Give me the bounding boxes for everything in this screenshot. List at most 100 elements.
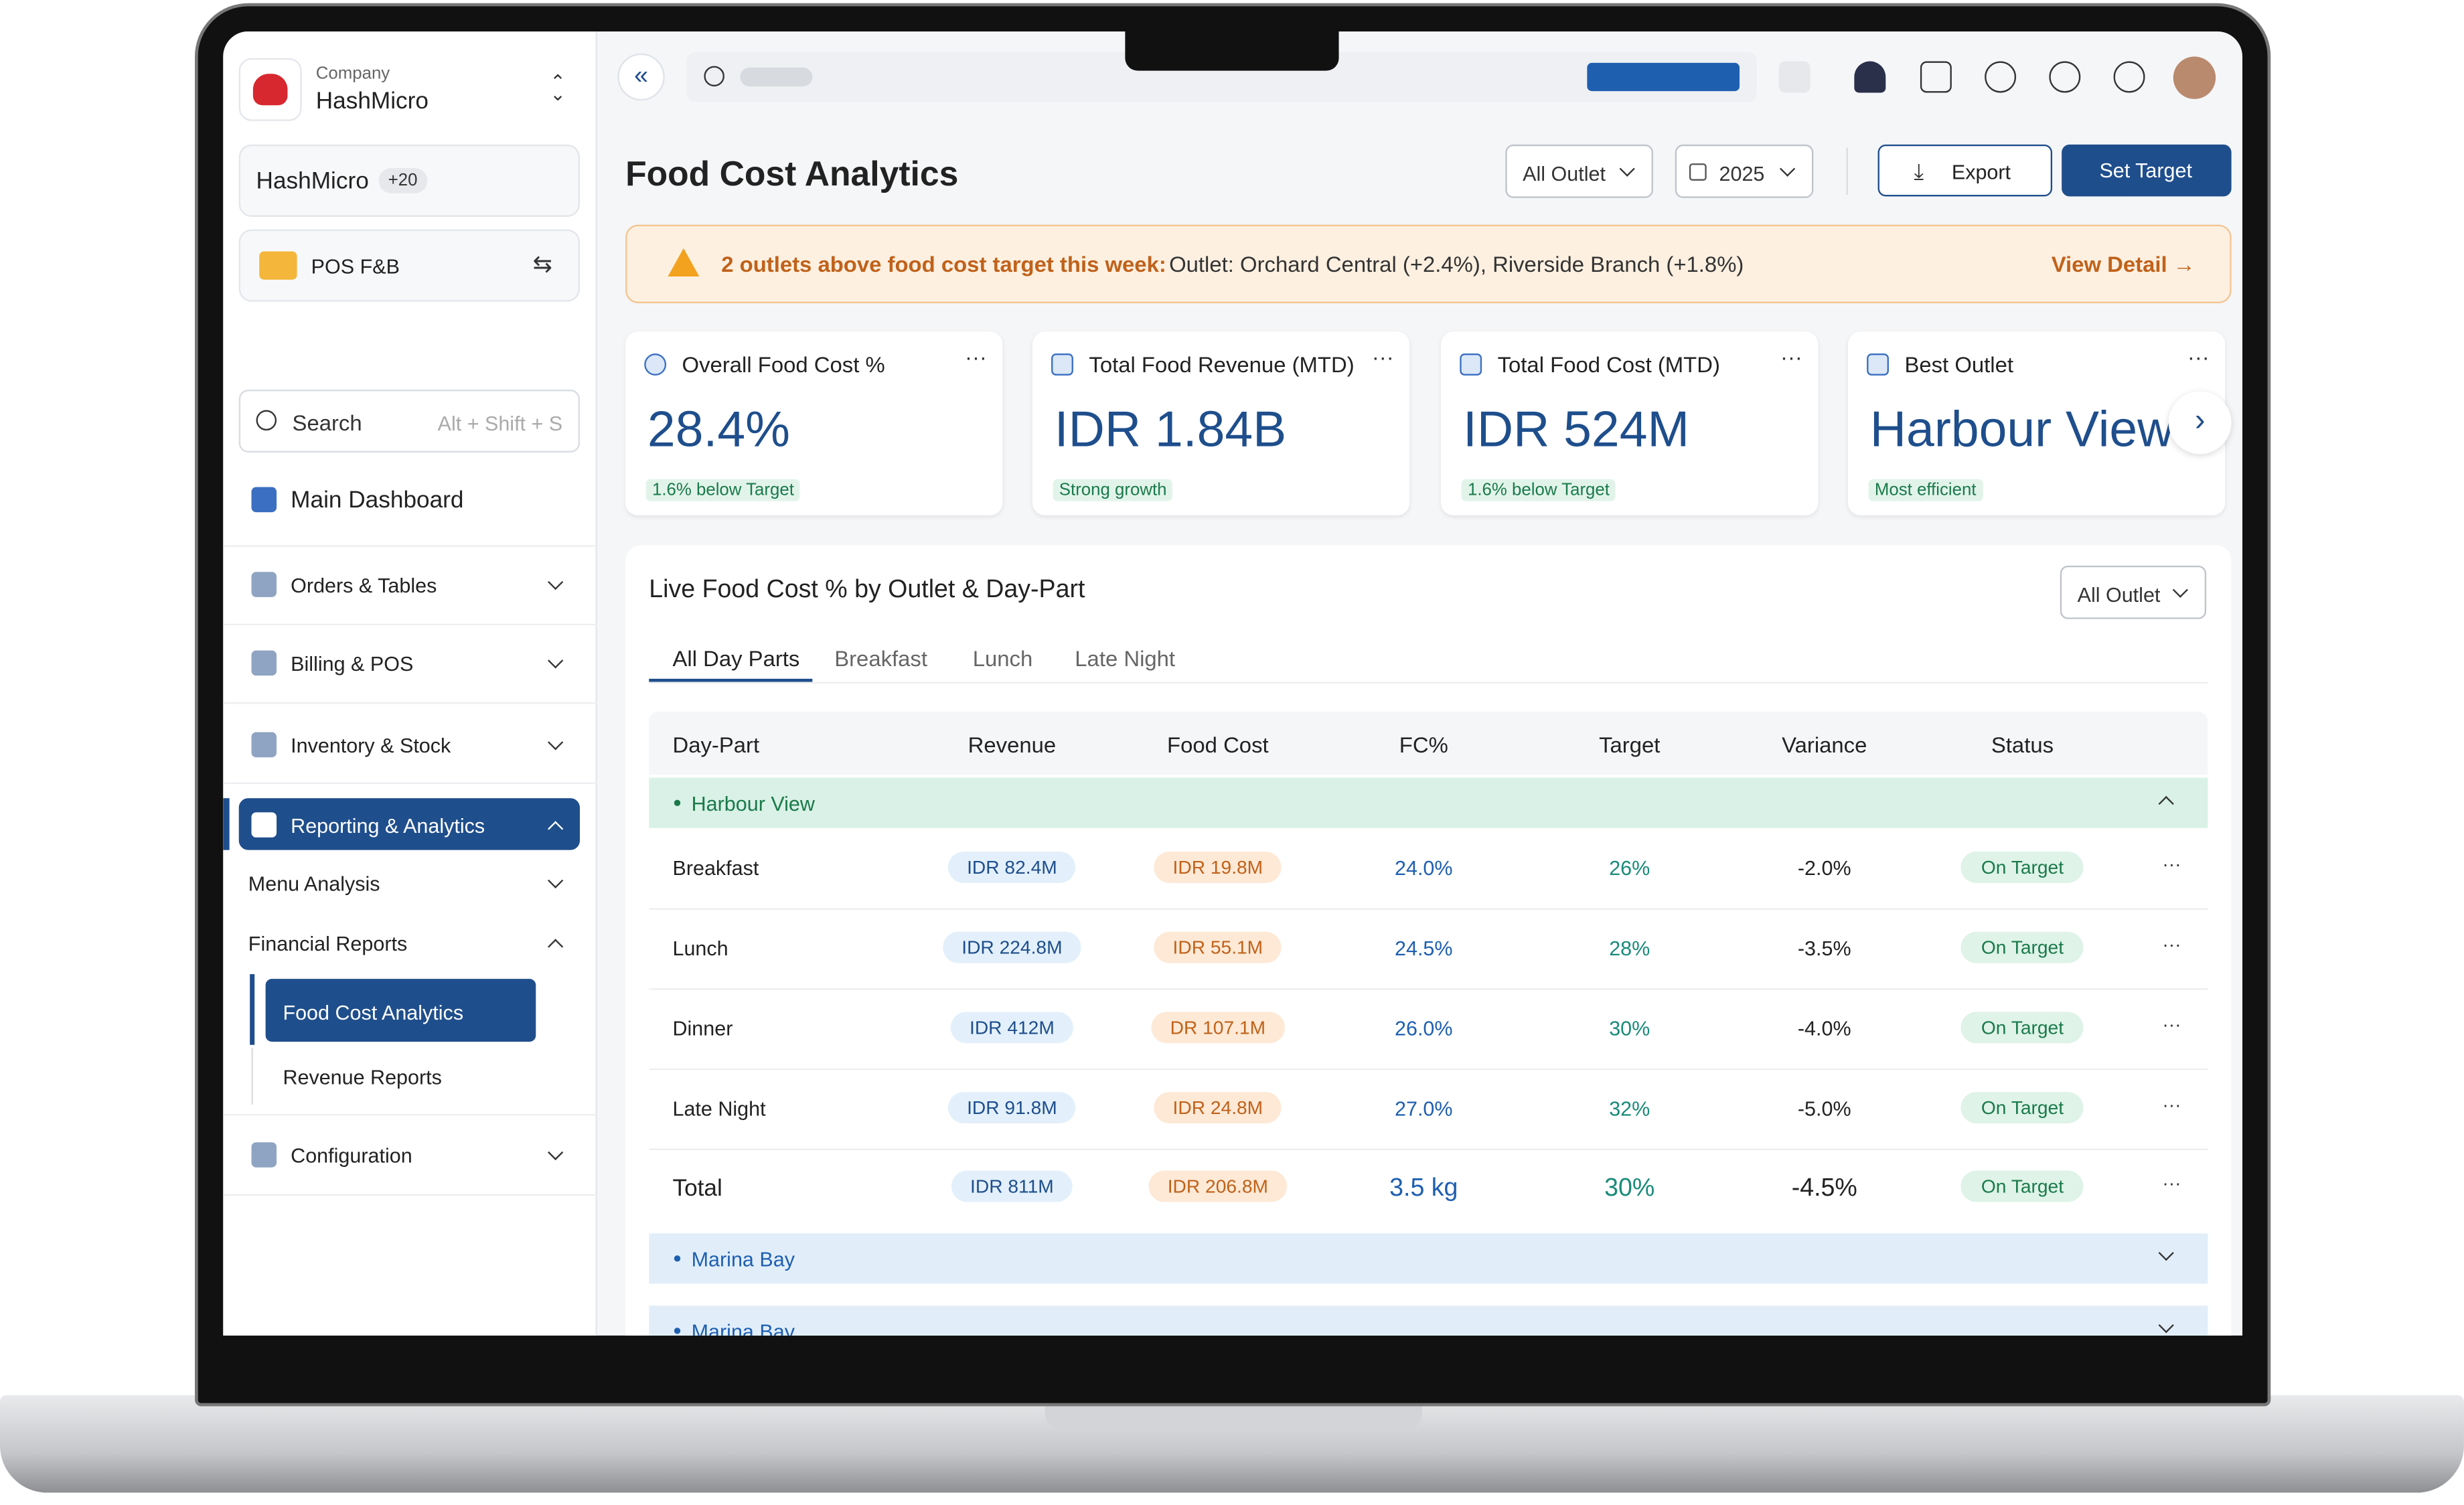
separator xyxy=(223,1113,597,1116)
menu-item[interactable]: Reporting & Analytics xyxy=(291,813,485,837)
laptop-notch-base xyxy=(1045,1403,1422,1432)
collapse-button[interactable]: « xyxy=(617,53,665,101)
kpi-card: Total Food Revenue (MTD) ··· IDR 1.84B Stro… xyxy=(1032,331,1410,516)
submenu-line xyxy=(251,1048,253,1105)
search-box[interactable]: Search Alt + Shift + S xyxy=(238,390,581,453)
cell: Total xyxy=(672,1175,722,1202)
alert-detail: Outlet: Orchard Central (+2.4%), Riversi… xyxy=(1169,251,1744,277)
cell: 32% xyxy=(1609,1097,1650,1121)
cell: 30% xyxy=(1609,1016,1650,1040)
avatar[interactable] xyxy=(2173,56,2216,99)
menu-item[interactable]: Revenue Reports xyxy=(283,1064,442,1089)
download-icon: ⤓ xyxy=(1914,159,1924,184)
cell: On Target xyxy=(1960,852,2084,883)
chevron-down xyxy=(548,574,564,590)
set-target-button[interactable]: Set Target xyxy=(2062,144,2232,197)
kpi-card: Overall Food Cost % ··· 28.4% 1.6% below Ta… xyxy=(625,331,1003,516)
outlet-filter[interactable]: All Outlet xyxy=(1505,144,1653,198)
logo-mark xyxy=(252,74,288,106)
card-icon xyxy=(1867,353,1889,376)
kpi-card: Best Outlet ··· Harbour View Most efficient xyxy=(1847,331,2226,516)
group-name: Marina Bay xyxy=(691,1247,795,1271)
menu-icon xyxy=(251,732,277,758)
tab[interactable]: All Day Parts xyxy=(672,645,800,671)
card-icon xyxy=(1051,353,1073,376)
cell: -3.5% xyxy=(1797,936,1851,960)
row-menu[interactable]: ··· xyxy=(2162,933,2181,955)
year-filter[interactable]: 2025 xyxy=(1675,144,1814,198)
menu-item[interactable]: Orders & Tables xyxy=(291,572,437,597)
company-logo xyxy=(238,58,302,121)
toolbar-icon[interactable] xyxy=(2049,61,2081,93)
cell: Dinner xyxy=(672,1016,733,1040)
column-header: Target xyxy=(1599,732,1661,758)
cell: On Target xyxy=(1960,1170,2084,1202)
menu-item[interactable]: Inventory & Stock xyxy=(291,732,451,757)
group-bullet xyxy=(674,1255,681,1262)
cell: On Target xyxy=(1960,1012,2084,1044)
column-header: Day-Part xyxy=(672,732,760,758)
search-icon xyxy=(256,410,277,431)
group-row[interactable]: Marina Bay xyxy=(649,1305,2208,1336)
card-menu[interactable]: ··· xyxy=(1780,343,1802,370)
group-bullet xyxy=(674,1328,681,1334)
row-separator xyxy=(649,1148,2208,1150)
column-header: Variance xyxy=(1782,732,1867,758)
cell: Breakfast xyxy=(672,856,759,880)
separator xyxy=(223,545,597,547)
group-row[interactable]: Harbour View xyxy=(649,777,2208,828)
menu-item[interactable]: Menu Analysis xyxy=(248,871,380,895)
page-title: Food Cost Analytics xyxy=(625,153,959,193)
toolbar-icon[interactable] xyxy=(1854,61,1886,93)
card-value: 28.4% xyxy=(647,400,790,457)
row-menu[interactable]: ··· xyxy=(2162,1093,2181,1116)
row-separator xyxy=(649,988,2208,990)
menu-item[interactable]: Food Cost Analytics xyxy=(283,1000,464,1024)
export-button[interactable]: ⤓ Export xyxy=(1877,144,2053,197)
card-menu[interactable]: ··· xyxy=(964,343,987,370)
workspace-selector[interactable]: HashMicro +20 xyxy=(238,144,581,217)
dropdown-label: All Outlet xyxy=(2077,582,2161,607)
tab[interactable]: Lunch xyxy=(972,645,1033,671)
search-placeholder xyxy=(740,67,813,87)
toolbar-icon[interactable] xyxy=(2113,61,2145,93)
card-title: Best Outlet xyxy=(1904,351,2014,378)
menu-item[interactable]: Configuration xyxy=(291,1143,412,1167)
chevron-up xyxy=(548,939,564,955)
active-indicator xyxy=(223,798,230,850)
search-shortcut: Alt + Shift + S xyxy=(437,411,563,436)
chevron-down xyxy=(1619,161,1635,177)
next-card-button[interactable]: › xyxy=(2168,391,2232,455)
card-menu[interactable]: ··· xyxy=(2187,343,2210,370)
group-row[interactable]: Marina Bay xyxy=(649,1233,2208,1284)
panel-outlet-filter[interactable]: All Outlet xyxy=(2060,565,2207,619)
card-value: Harbour View xyxy=(1869,400,2174,457)
menu-item[interactable]: Financial Reports xyxy=(248,931,408,955)
group-name: Marina Bay xyxy=(691,1320,795,1336)
toolbar-icon[interactable] xyxy=(1778,61,1811,93)
card-badge: 1.6% below Target xyxy=(645,479,801,501)
calendar-icon xyxy=(1689,163,1707,181)
module-selector[interactable]: POS F&B ⇆ xyxy=(238,229,581,302)
module-icon xyxy=(259,251,297,280)
cell: 3.5 kg xyxy=(1389,1175,1458,1202)
company-label: Company xyxy=(315,64,390,84)
tab[interactable]: Late Night xyxy=(1075,645,1176,671)
row-menu[interactable]: ··· xyxy=(2162,1172,2181,1194)
row-menu[interactable]: ··· xyxy=(2162,1013,2181,1036)
cell: Lunch xyxy=(672,936,728,960)
alert-link[interactable]: View Detail → xyxy=(2051,251,2196,277)
menu-item[interactable]: Main Dashboard xyxy=(291,486,464,513)
card-menu[interactable]: ··· xyxy=(1371,343,1394,370)
cell: 24.0% xyxy=(1395,856,1453,880)
dropdown-label: All Outlet xyxy=(1523,161,1606,185)
tab-baseline xyxy=(649,682,2208,684)
toolbar-icon[interactable] xyxy=(1920,61,1952,93)
menu-item[interactable]: Billing & POS xyxy=(291,651,414,675)
tab[interactable]: Breakfast xyxy=(834,645,928,671)
chevron-down xyxy=(548,653,564,669)
toolbar-icon[interactable] xyxy=(1985,61,2017,93)
cell: IDR 91.8M xyxy=(947,1092,1076,1124)
row-menu[interactable]: ··· xyxy=(2162,853,2181,876)
